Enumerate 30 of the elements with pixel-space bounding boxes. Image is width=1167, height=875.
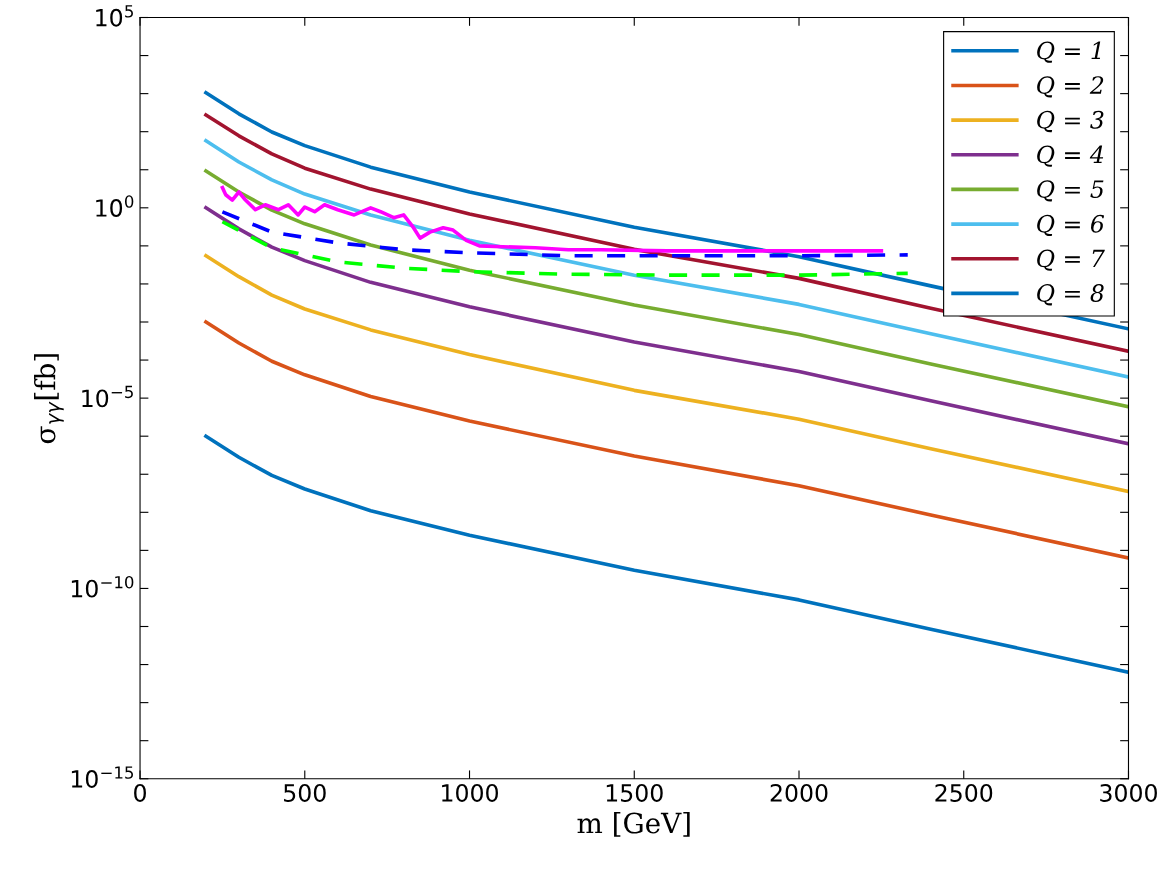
legend-label: Q = 2 [1037,76,1104,98]
line-series [220,185,884,253]
line-series [204,169,1129,409]
line-series [220,219,910,277]
line-series [204,320,1129,560]
x-tick-label: 500 [284,784,326,802]
y-tick-label: 10$^{−10}$ [71,575,134,598]
x-axis-title: m [GeV] [577,812,690,837]
x-tick-label: 1000 [442,784,498,802]
y-tick-label: 10$^{−15}$ [71,766,134,788]
legend-label: Q = 7 [1037,249,1105,271]
x-tick-label: 3000 [1100,784,1157,802]
line-series [204,206,1129,446]
line-series [204,138,1129,379]
legend-label: Q = 4 [1037,145,1104,167]
y-tick-label: 10$^{5}$ [96,5,133,27]
legend-label: Q = 3 [1037,110,1104,133]
x-tick-label: 1500 [606,784,663,802]
y-axis-title: σ$_{γγ}$[fb] [34,354,64,444]
line-series [220,210,910,258]
legend-label: Q = 8 [1037,284,1104,306]
legend-label: Q = 6 [1037,214,1105,237]
x-tick-label: 0 [134,784,146,802]
line-series [204,434,1129,675]
y-tick-label: 10$^{−5}$ [82,385,133,408]
x-tick-label: 2500 [935,784,993,802]
x-tick-label: 2000 [770,784,828,802]
legend-label: Q = 5 [1037,180,1104,202]
legend-label: Q = 1 [1037,41,1101,63]
y-tick-label: 10$^{0}$ [96,195,134,217]
